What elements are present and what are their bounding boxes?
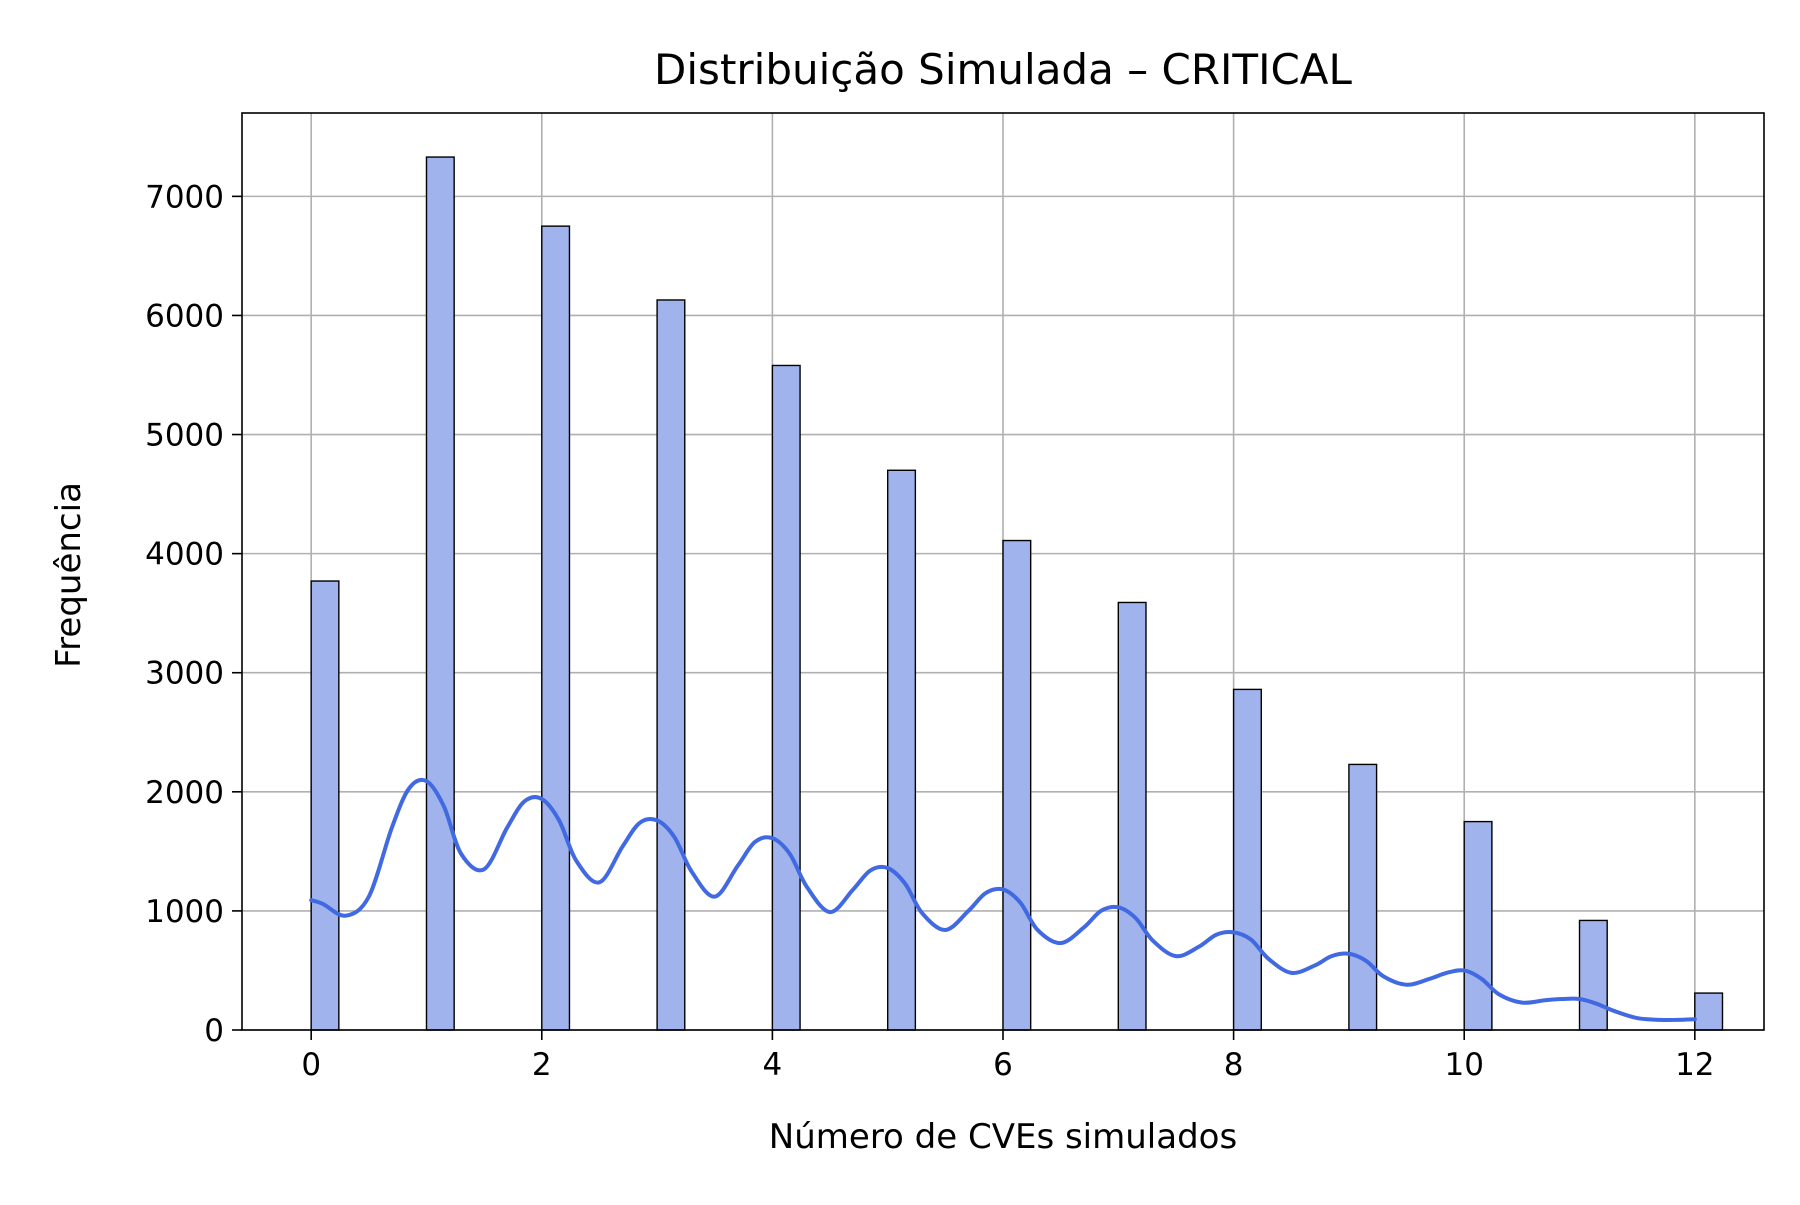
chart-title: Distribuição Simulada – CRITICAL (654, 45, 1352, 94)
x-tick-label: 10 (1444, 1047, 1483, 1083)
histogram-bar (1002, 539, 1032, 1031)
y-tick-label: 2000 (145, 775, 224, 811)
y-tick-label: 5000 (145, 418, 224, 454)
histogram-bar (886, 469, 917, 1031)
x-tick-label: 2 (532, 1047, 552, 1083)
bars (310, 156, 1724, 1031)
histogram-bar (1694, 992, 1724, 1031)
histogram-bar (1348, 763, 1378, 1031)
histogram-bar (1463, 820, 1493, 1031)
x-tick-label: 4 (763, 1047, 783, 1083)
kde-curve-group (309, 777, 1697, 1023)
y-tick-label: 0 (204, 1013, 224, 1049)
histogram-bar (1117, 601, 1147, 1031)
histogram-bar (541, 225, 571, 1031)
x-axis-label: Número de CVEs simulados (769, 1117, 1237, 1157)
histogram-bar (656, 299, 686, 1031)
axis-ticks: 0 2 4 6 8 10 12 0 1000 2000 3000 4000 5000 6000 7000 (145, 179, 1714, 1083)
histogram-bar (1232, 688, 1262, 1031)
x-tick-label: 8 (1224, 1047, 1244, 1083)
y-tick-label: 3000 (145, 656, 224, 692)
histogram-bar (425, 156, 455, 1031)
histogram-bar (1578, 919, 1608, 1031)
x-tick-label: 12 (1675, 1047, 1714, 1083)
y-tick-label: 7000 (145, 179, 224, 215)
x-tick-label: 6 (993, 1047, 1013, 1083)
y-tick-label: 6000 (145, 298, 224, 334)
y-tick-label: 1000 (145, 894, 224, 930)
kde-curve (309, 777, 1697, 1023)
histogram-bar (310, 580, 340, 1031)
histogram-bar (771, 364, 801, 1031)
y-axis-label: Frequência (49, 482, 89, 668)
x-tick-label: 0 (301, 1047, 321, 1083)
y-tick-label: 4000 (145, 537, 224, 573)
